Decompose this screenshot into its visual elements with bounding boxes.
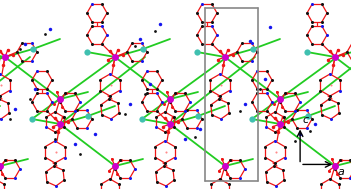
- Text: a: a: [337, 167, 344, 177]
- Text: c: c: [302, 115, 308, 125]
